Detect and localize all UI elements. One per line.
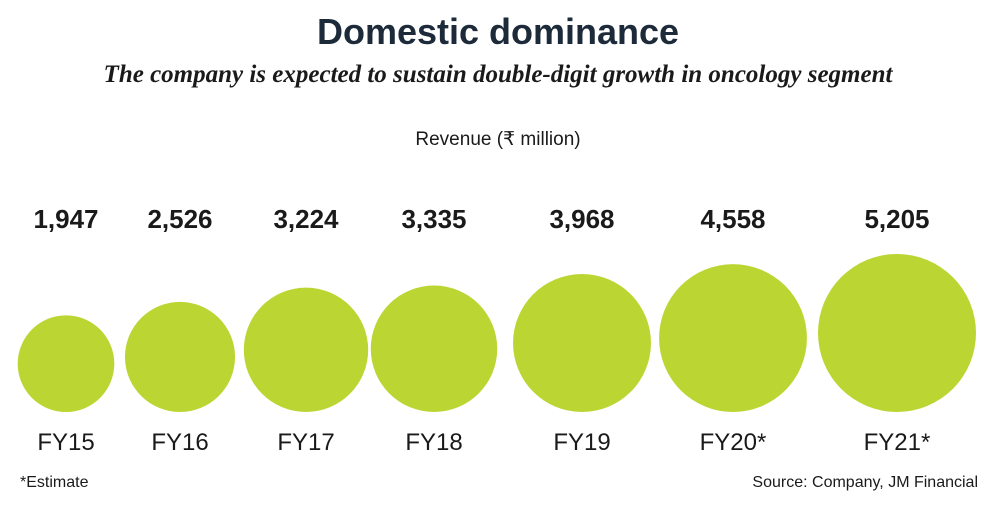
- category-label: FY20*: [700, 429, 767, 456]
- category-label: FY17: [277, 429, 334, 456]
- footnote: *Estimate: [20, 474, 89, 491]
- value-label: 3,968: [549, 204, 614, 234]
- category-label: FY19: [553, 429, 610, 456]
- category-label: FY15: [37, 429, 94, 456]
- chart-title: Domestic dominance: [317, 11, 679, 52]
- bubble-fy21-estimate: [818, 254, 976, 412]
- chart-subtitle: The company is expected to sustain doubl…: [104, 61, 894, 88]
- bubble-fy18: [370, 285, 498, 413]
- value-label: 2,526: [147, 204, 212, 234]
- bubble-fy20-estimate: [659, 264, 807, 413]
- bubble-fy15: [17, 315, 115, 412]
- value-label: 1,947: [33, 204, 98, 234]
- bubble-fy16: [124, 301, 236, 412]
- category-label: FY16: [151, 429, 208, 456]
- bubble-fy17: [243, 287, 369, 412]
- value-label: 4,558: [700, 204, 765, 234]
- unit-label: Revenue (₹ million): [415, 129, 580, 150]
- bubble-group: 1,947 FY15 2,526 FY16 3,224 FY17 3,335 FY18 3,96…: [17, 204, 976, 456]
- bubble-fy19: [513, 274, 651, 412]
- source-note: Source: Company, JM Financial: [752, 474, 978, 491]
- value-label: 3,335: [401, 204, 466, 234]
- category-label: FY18: [405, 429, 462, 456]
- value-label: 3,224: [273, 204, 339, 234]
- category-label: FY21*: [864, 429, 931, 456]
- value-label: 5,205: [864, 204, 929, 234]
